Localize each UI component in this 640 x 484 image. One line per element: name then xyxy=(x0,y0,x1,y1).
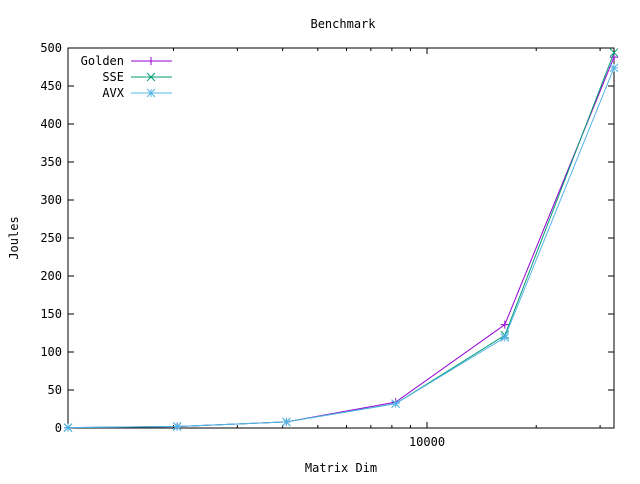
y-tick-label: 400 xyxy=(40,117,62,131)
chart-title: Benchmark xyxy=(310,17,376,31)
series-sse xyxy=(63,48,619,432)
y-tick-label: 300 xyxy=(40,193,62,207)
legend-item: SSE xyxy=(102,70,172,84)
y-tick-label: 50 xyxy=(48,383,62,397)
data-point xyxy=(609,63,619,73)
legend-marker xyxy=(147,57,155,65)
x-axis-ticks: 10000 xyxy=(172,48,601,449)
y-tick-label: 100 xyxy=(40,345,62,359)
data-point xyxy=(609,48,619,57)
y-axis-label: Joules xyxy=(7,216,21,259)
data-point xyxy=(172,422,182,431)
legend-item: AVX xyxy=(102,86,172,100)
data-point xyxy=(282,417,291,427)
legend-label: SSE xyxy=(102,70,124,84)
legend: Golden SSE AVX xyxy=(81,54,172,100)
legend-label: Golden xyxy=(81,54,124,68)
legend-marker xyxy=(146,88,156,98)
legend-item: Golden xyxy=(81,54,172,68)
series-golden xyxy=(64,53,618,432)
plot-frame xyxy=(67,47,615,429)
legend-marker xyxy=(146,72,156,82)
data-point xyxy=(391,399,400,409)
y-tick-label: 200 xyxy=(40,269,62,283)
y-tick-label: 450 xyxy=(40,79,62,93)
series-avx xyxy=(63,63,619,432)
y-tick-label: 0 xyxy=(55,421,62,435)
y-tick-label: 150 xyxy=(40,307,62,321)
data-point xyxy=(63,423,73,432)
data-point xyxy=(610,53,618,62)
data-point xyxy=(500,320,509,329)
legend-label: AVX xyxy=(102,86,124,100)
series-line xyxy=(67,67,615,429)
x-axis-label: Matrix Dim xyxy=(305,461,377,475)
y-tick-label: 250 xyxy=(40,231,62,245)
y-tick-label: 500 xyxy=(40,41,62,55)
y-tick-label: 350 xyxy=(40,155,62,169)
x-tick-label: 10000 xyxy=(409,435,445,449)
data-point xyxy=(500,333,510,342)
series-line xyxy=(67,52,615,429)
series-layer xyxy=(63,48,619,432)
y-axis-ticks: 0 50 100 150 200 250 300 350 400 450 500 xyxy=(40,41,614,435)
series-line xyxy=(67,56,615,429)
